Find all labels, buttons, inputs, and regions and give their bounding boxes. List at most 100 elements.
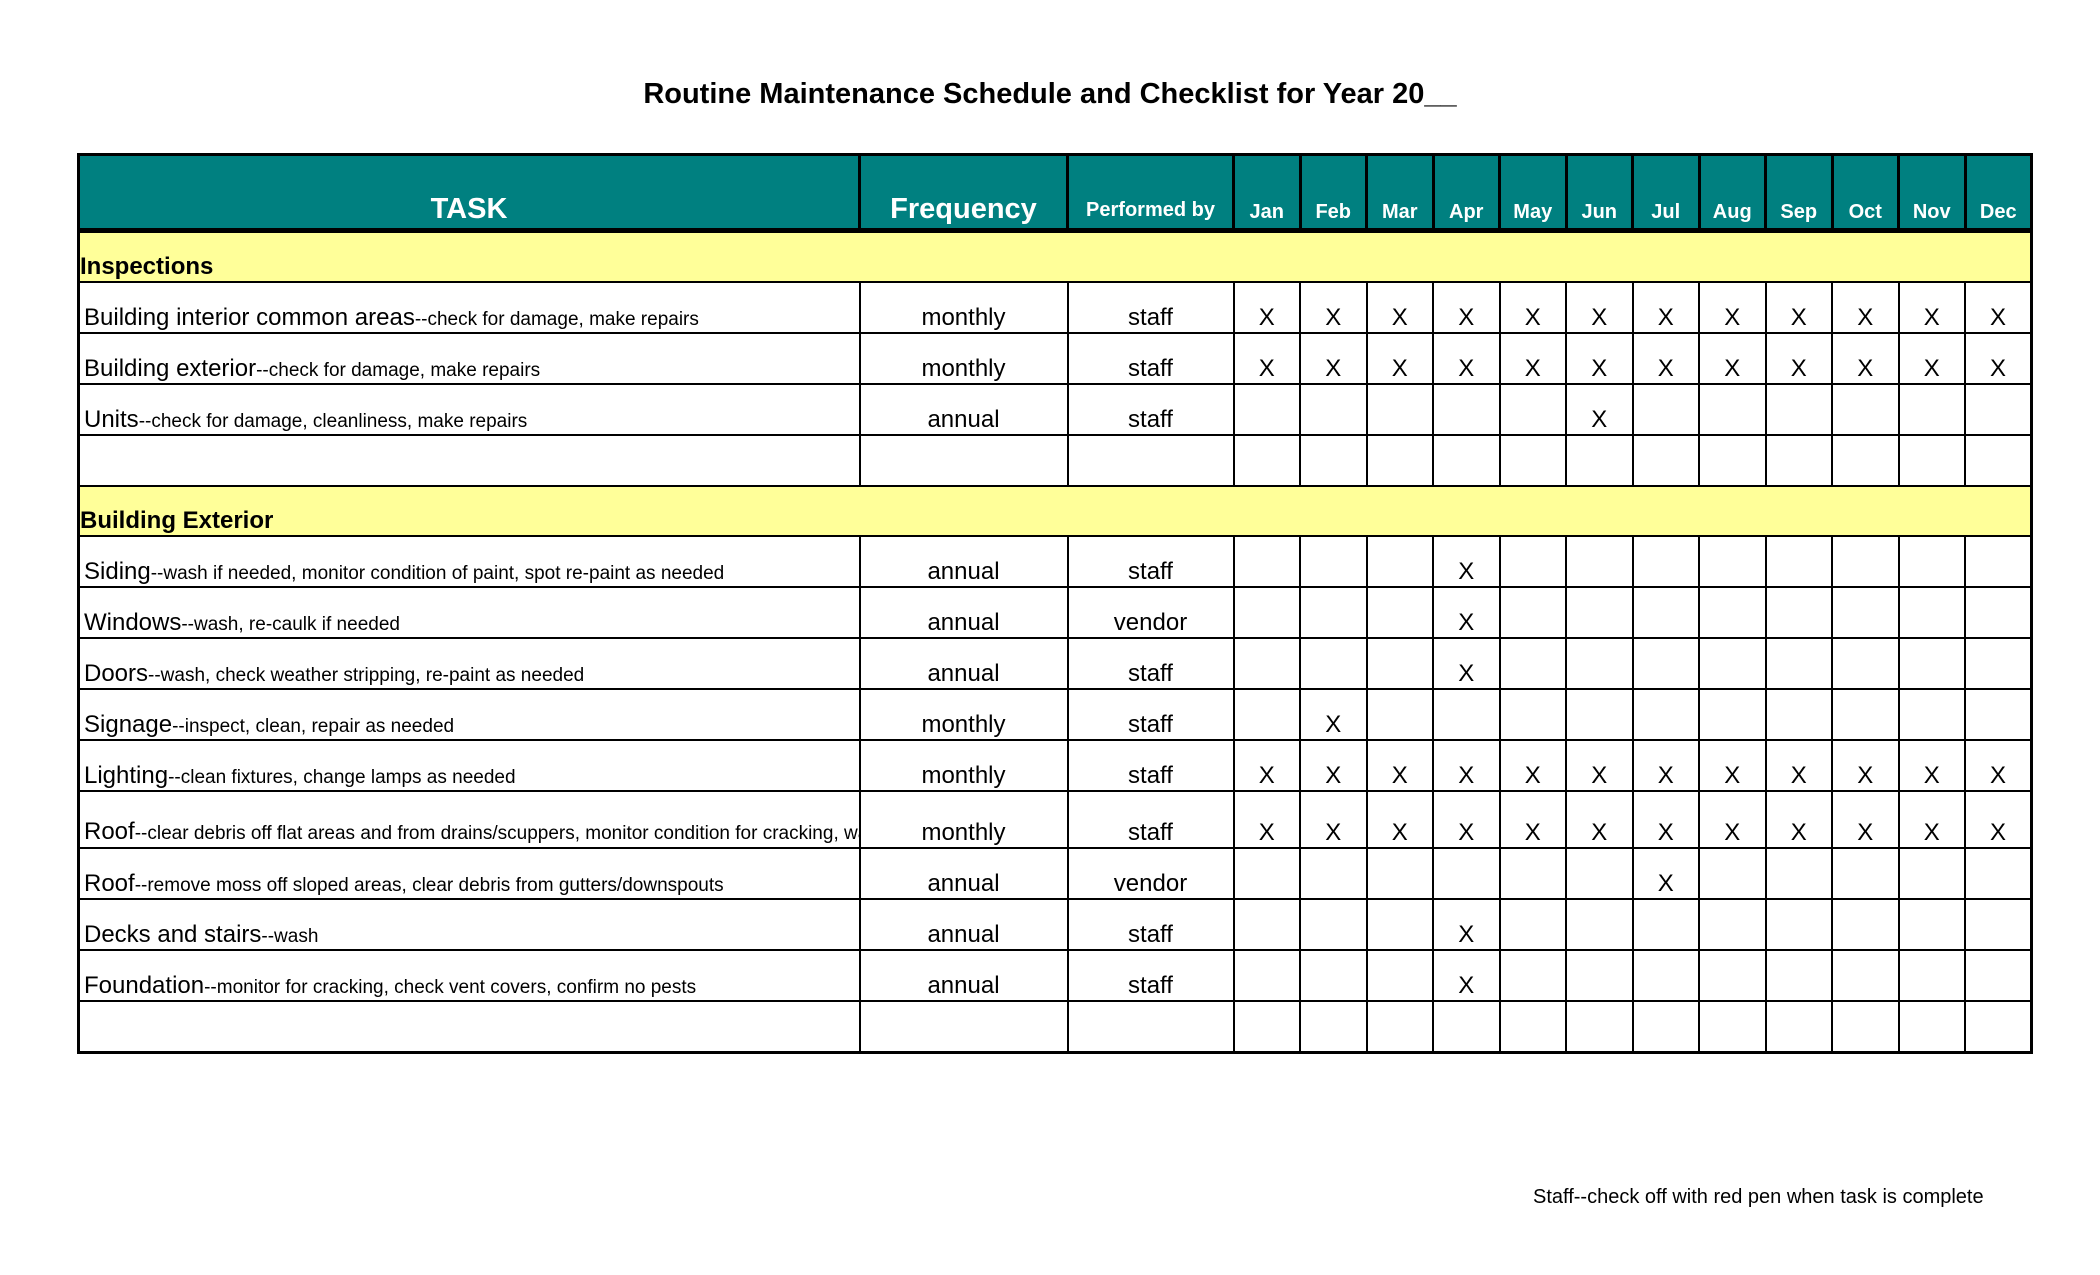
month-check-aug[interactable] bbox=[1698, 637, 1767, 690]
month-check-jun[interactable] bbox=[1565, 637, 1634, 690]
month-check-jul[interactable] bbox=[1631, 949, 1700, 1002]
month-check-oct[interactable] bbox=[1831, 898, 1900, 951]
month-check-oct[interactable] bbox=[1831, 1000, 1900, 1054]
month-check-feb[interactable]: X bbox=[1299, 688, 1368, 741]
month-check-may[interactable] bbox=[1498, 847, 1567, 900]
month-check-jun[interactable] bbox=[1565, 586, 1634, 639]
month-check-apr[interactable]: X bbox=[1432, 332, 1501, 385]
month-check-may[interactable] bbox=[1498, 586, 1567, 639]
month-check-sep[interactable] bbox=[1764, 586, 1833, 639]
month-check-may[interactable] bbox=[1498, 1000, 1567, 1054]
month-check-sep[interactable]: X bbox=[1764, 332, 1833, 385]
month-check-oct[interactable] bbox=[1831, 688, 1900, 741]
month-check-jan[interactable] bbox=[1232, 535, 1301, 588]
month-check-jun[interactable] bbox=[1565, 535, 1634, 588]
month-check-mar[interactable] bbox=[1365, 898, 1434, 951]
month-check-dec[interactable]: X bbox=[1964, 332, 2033, 385]
month-check-may[interactable] bbox=[1498, 949, 1567, 1002]
month-check-apr[interactable]: X bbox=[1432, 586, 1501, 639]
month-check-nov[interactable] bbox=[1897, 1000, 1966, 1054]
month-check-dec[interactable] bbox=[1964, 688, 2033, 741]
month-check-sep[interactable] bbox=[1764, 535, 1833, 588]
month-check-dec[interactable]: X bbox=[1964, 739, 2033, 792]
month-check-apr[interactable] bbox=[1432, 434, 1501, 487]
month-check-aug[interactable] bbox=[1698, 688, 1767, 741]
month-check-jun[interactable]: X bbox=[1565, 332, 1634, 385]
month-check-mar[interactable] bbox=[1365, 383, 1434, 436]
month-check-jun[interactable]: X bbox=[1565, 790, 1634, 849]
month-check-may[interactable] bbox=[1498, 637, 1567, 690]
month-check-aug[interactable] bbox=[1698, 434, 1767, 487]
month-check-feb[interactable]: X bbox=[1299, 790, 1368, 849]
month-check-feb[interactable] bbox=[1299, 535, 1368, 588]
month-check-apr[interactable] bbox=[1432, 383, 1501, 436]
month-check-jan[interactable]: X bbox=[1232, 739, 1301, 792]
month-check-jul[interactable] bbox=[1631, 898, 1700, 951]
month-check-nov[interactable] bbox=[1897, 383, 1966, 436]
month-check-oct[interactable] bbox=[1831, 586, 1900, 639]
month-check-nov[interactable] bbox=[1897, 847, 1966, 900]
month-check-nov[interactable] bbox=[1897, 586, 1966, 639]
month-check-apr[interactable]: X bbox=[1432, 637, 1501, 690]
month-check-sep[interactable]: X bbox=[1764, 790, 1833, 849]
month-check-dec[interactable] bbox=[1964, 949, 2033, 1002]
month-check-oct[interactable]: X bbox=[1831, 281, 1900, 334]
month-check-oct[interactable] bbox=[1831, 535, 1900, 588]
month-check-dec[interactable] bbox=[1964, 637, 2033, 690]
month-check-jan[interactable] bbox=[1232, 1000, 1301, 1054]
month-check-mar[interactable] bbox=[1365, 847, 1434, 900]
month-check-oct[interactable]: X bbox=[1831, 790, 1900, 849]
month-check-jun[interactable] bbox=[1565, 949, 1634, 1002]
month-check-oct[interactable] bbox=[1831, 847, 1900, 900]
month-check-mar[interactable] bbox=[1365, 586, 1434, 639]
month-check-feb[interactable]: X bbox=[1299, 739, 1368, 792]
month-check-nov[interactable] bbox=[1897, 637, 1966, 690]
month-check-jan[interactable] bbox=[1232, 898, 1301, 951]
month-check-apr[interactable]: X bbox=[1432, 281, 1501, 334]
month-check-dec[interactable] bbox=[1964, 586, 2033, 639]
month-check-aug[interactable]: X bbox=[1698, 281, 1767, 334]
month-check-sep[interactable] bbox=[1764, 1000, 1833, 1054]
month-check-jun[interactable]: X bbox=[1565, 383, 1634, 436]
month-check-mar[interactable] bbox=[1365, 949, 1434, 1002]
month-check-feb[interactable] bbox=[1299, 637, 1368, 690]
month-check-jan[interactable] bbox=[1232, 637, 1301, 690]
month-check-mar[interactable] bbox=[1365, 434, 1434, 487]
month-check-jun[interactable]: X bbox=[1565, 739, 1634, 792]
month-check-feb[interactable] bbox=[1299, 434, 1368, 487]
month-check-oct[interactable] bbox=[1831, 637, 1900, 690]
month-check-nov[interactable]: X bbox=[1897, 739, 1966, 792]
month-check-may[interactable] bbox=[1498, 535, 1567, 588]
month-check-may[interactable]: X bbox=[1498, 739, 1567, 792]
month-check-aug[interactable] bbox=[1698, 898, 1767, 951]
month-check-oct[interactable] bbox=[1831, 949, 1900, 1002]
month-check-jan[interactable]: X bbox=[1232, 790, 1301, 849]
month-check-jun[interactable] bbox=[1565, 688, 1634, 741]
month-check-jul[interactable] bbox=[1631, 535, 1700, 588]
month-check-feb[interactable]: X bbox=[1299, 332, 1368, 385]
month-check-jul[interactable] bbox=[1631, 586, 1700, 639]
month-check-feb[interactable]: X bbox=[1299, 281, 1368, 334]
month-check-dec[interactable]: X bbox=[1964, 790, 2033, 849]
month-check-jan[interactable] bbox=[1232, 688, 1301, 741]
month-check-jun[interactable]: X bbox=[1565, 281, 1634, 334]
month-check-sep[interactable] bbox=[1764, 637, 1833, 690]
month-check-sep[interactable]: X bbox=[1764, 281, 1833, 334]
month-check-jul[interactable]: X bbox=[1631, 332, 1700, 385]
month-check-dec[interactable] bbox=[1964, 383, 2033, 436]
month-check-feb[interactable] bbox=[1299, 586, 1368, 639]
month-check-oct[interactable]: X bbox=[1831, 332, 1900, 385]
month-check-may[interactable]: X bbox=[1498, 790, 1567, 849]
month-check-jan[interactable] bbox=[1232, 586, 1301, 639]
month-check-may[interactable] bbox=[1498, 688, 1567, 741]
month-check-may[interactable]: X bbox=[1498, 281, 1567, 334]
month-check-may[interactable] bbox=[1498, 434, 1567, 487]
month-check-mar[interactable]: X bbox=[1365, 790, 1434, 849]
month-check-jul[interactable] bbox=[1631, 383, 1700, 436]
month-check-jun[interactable] bbox=[1565, 434, 1634, 487]
month-check-feb[interactable] bbox=[1299, 949, 1368, 1002]
month-check-nov[interactable] bbox=[1897, 898, 1966, 951]
month-check-apr[interactable] bbox=[1432, 1000, 1501, 1054]
month-check-mar[interactable] bbox=[1365, 637, 1434, 690]
month-check-aug[interactable] bbox=[1698, 1000, 1767, 1054]
